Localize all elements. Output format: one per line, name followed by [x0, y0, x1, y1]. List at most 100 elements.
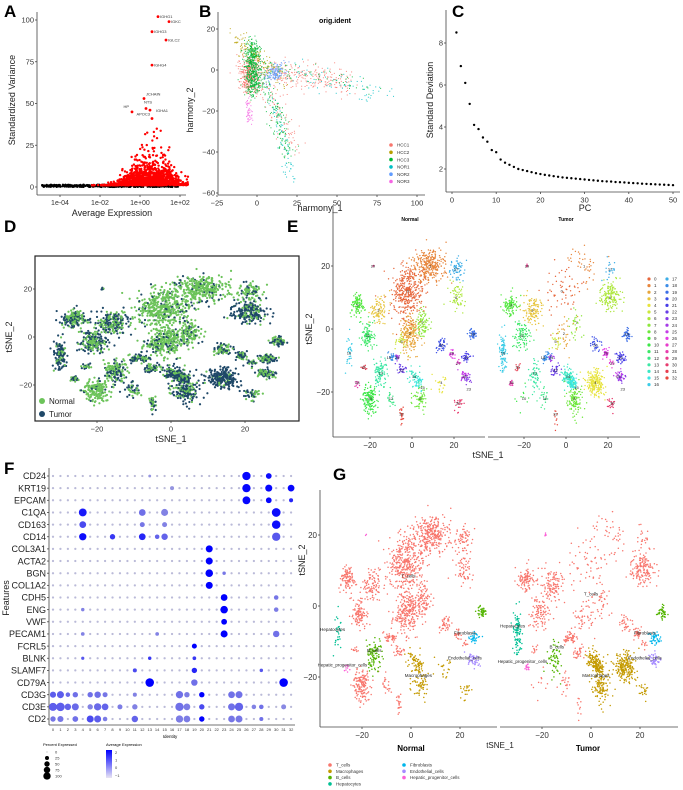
a-point-variable [155, 154, 159, 157]
b-point [347, 76, 349, 78]
b-point [253, 50, 255, 52]
b-point [249, 46, 251, 48]
b-point [251, 114, 253, 116]
b-point [263, 83, 265, 85]
b-point [256, 83, 258, 85]
c-x-tick-label: 20 [536, 196, 544, 205]
a-point [43, 184, 46, 187]
d-point [183, 279, 186, 283]
b-point [280, 141, 282, 143]
b-point [246, 68, 248, 70]
c-point [640, 182, 644, 185]
d-point [139, 309, 142, 313]
d-point [279, 335, 282, 338]
b-point [262, 83, 264, 85]
b-point [275, 113, 277, 115]
b-point [254, 53, 256, 55]
b-point [259, 77, 261, 79]
a-y-tick-label: 50 [26, 99, 34, 108]
b-point [252, 119, 254, 121]
b-point [268, 66, 270, 68]
b-point [278, 115, 280, 117]
b-point [274, 86, 276, 88]
b-point [257, 90, 259, 92]
b-point [286, 84, 288, 86]
b-point [258, 87, 260, 89]
b-point [251, 48, 253, 50]
a-x-tick-label: 1e+00 [130, 200, 150, 207]
b-point [298, 125, 300, 127]
b-point [312, 73, 314, 75]
b-point [291, 131, 293, 133]
b-point [255, 39, 257, 41]
a-point-variable [164, 173, 167, 176]
a-point-variable [115, 182, 118, 185]
b-point [258, 55, 260, 57]
c-point [667, 183, 670, 187]
a-point [46, 184, 49, 187]
b-point [320, 81, 322, 83]
b-point [250, 71, 252, 73]
b-point [247, 66, 249, 68]
a-point-variable [151, 153, 155, 157]
b-point [254, 60, 256, 62]
b-point [286, 149, 288, 151]
b-point [252, 84, 254, 86]
c-point [618, 181, 622, 184]
b-point [261, 78, 263, 80]
b-point [335, 77, 337, 79]
a-labeled-gene-point [156, 15, 160, 19]
b-point [331, 84, 333, 86]
a-point-variable [155, 160, 158, 164]
b-point [316, 87, 318, 89]
d-point [122, 381, 125, 384]
b-point [279, 113, 281, 115]
a-point-variable [184, 174, 187, 178]
b-point [251, 50, 253, 52]
c-x-tick-label: 30 [580, 196, 588, 205]
b-point [267, 101, 269, 103]
b-point [287, 144, 289, 146]
b-point [318, 93, 320, 95]
b-point [260, 86, 262, 88]
c-point [627, 181, 630, 185]
b-point [246, 106, 248, 108]
b-point [290, 163, 292, 165]
b-point [250, 94, 252, 96]
b-title: orig.ident [319, 18, 352, 25]
d-point [178, 340, 181, 343]
a-gene-label: JCHAIN [146, 91, 161, 96]
b-point [325, 83, 327, 85]
b-point [248, 39, 250, 41]
c-point [556, 175, 560, 178]
b-point [367, 96, 369, 98]
b-point [284, 74, 286, 76]
b-point [282, 68, 284, 70]
b-point [239, 68, 241, 70]
a-point-variable [140, 143, 144, 147]
a-point-variable [168, 171, 172, 174]
a-point-variable [181, 182, 184, 185]
b-point [301, 88, 303, 90]
a-x-tick-label: 1e-02 [91, 200, 109, 207]
b-point [284, 128, 286, 130]
a-point-variable [118, 183, 121, 186]
a-point-variable [168, 146, 171, 149]
a-point-variable [128, 178, 131, 182]
b-point [329, 84, 331, 86]
b-point [342, 87, 344, 89]
b-point [249, 79, 251, 81]
a-point-variable [151, 147, 155, 150]
a-point-variable [141, 177, 145, 181]
b-point [257, 85, 259, 87]
b-point [280, 67, 282, 69]
d-point [229, 269, 233, 273]
b-point [295, 71, 297, 73]
b-point [264, 86, 266, 88]
d-point [105, 385, 108, 389]
a-gene-label: IGHG4 [154, 63, 167, 68]
b-point [267, 67, 269, 69]
d-point [189, 382, 192, 385]
